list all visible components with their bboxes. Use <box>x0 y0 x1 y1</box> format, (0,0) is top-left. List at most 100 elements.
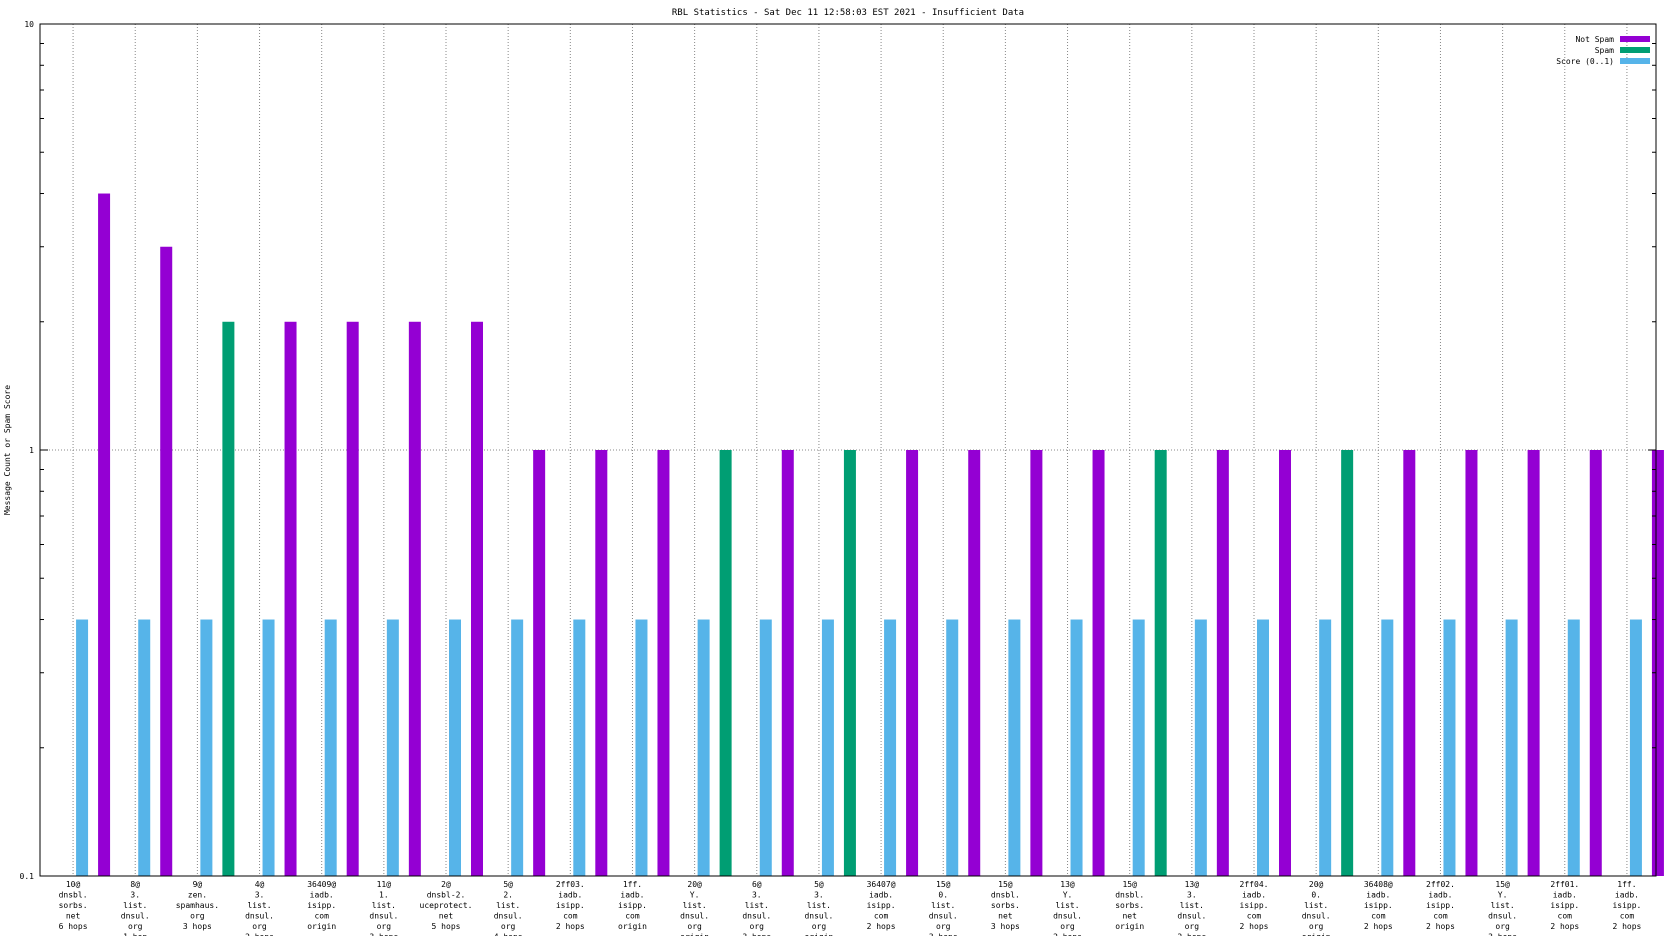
x-tick-label-line: Y. <box>690 891 700 900</box>
x-tick-label-line: Y. <box>1498 891 1508 900</box>
x-tick-label-line: 5 hops <box>432 922 461 931</box>
bar-score <box>262 619 275 876</box>
x-tick-label-line: list. <box>1491 901 1515 910</box>
x-tick-label-line: 1ff. <box>1617 880 1636 889</box>
x-tick-label-line: list. <box>1180 901 1204 910</box>
bar-not-spam <box>533 450 546 876</box>
x-tick-label: 8@ 3.list. dnsul.org 1 hop <box>121 880 150 936</box>
x-tick-label-line: org <box>1309 922 1324 931</box>
bar-score <box>946 619 959 876</box>
bar-not-spam <box>346 321 359 876</box>
x-tick-label-line: dnsul. <box>742 912 771 921</box>
x-tick-label-line: 2ff03. <box>556 880 585 889</box>
x-tick-label-line: iadb. <box>558 891 582 900</box>
y-axis-ticks: 10 1 0.1 <box>20 20 1656 881</box>
x-tick-label-line: list. <box>123 901 147 910</box>
x-tick-label-line: com <box>1558 912 1573 921</box>
x-tick-label-line: isipp. <box>1240 901 1269 910</box>
bar-spam <box>719 450 732 876</box>
bar-score <box>1257 619 1269 876</box>
x-tick-label-line: 36409@ <box>307 880 336 889</box>
bar-spam <box>1341 450 1354 876</box>
x-tick-label-line: org <box>252 922 267 931</box>
x-tick-label-line: list. <box>683 901 707 910</box>
x-tick-label-line: origin <box>680 933 709 936</box>
x-tick-label-line: 6 hops <box>59 922 88 931</box>
x-tick-label: 5@ 2.list. dnsul.org 4 hops <box>494 880 523 936</box>
x-tick-label-line: dnsul. <box>121 912 150 921</box>
x-tick-label-line: org <box>1060 922 1075 931</box>
x-tick-label-line: 2 hops <box>1364 922 1393 931</box>
x-tick-label-line: org <box>687 922 702 931</box>
x-tick-label-line: org <box>936 922 951 931</box>
bar-not-spam <box>160 246 173 876</box>
legend-swatch <box>1620 36 1650 42</box>
x-tick-label-line: 3 hops <box>183 922 212 931</box>
x-tick-label-line: isipp. <box>1426 901 1455 910</box>
bar-score <box>1629 619 1642 876</box>
bar-score <box>573 619 586 876</box>
x-tick-label: 13@ Y.list. dnsul.org 2 hops <box>1053 880 1082 936</box>
x-tick-label: 11@ 1.list. dnsul.org 3 hops <box>369 880 398 936</box>
x-tick-label-line: 2 hops <box>1053 933 1082 936</box>
x-tick-label-line: dnsul. <box>680 912 709 921</box>
bar-score <box>76 619 89 876</box>
x-tick-label-line: 20@ <box>687 880 702 889</box>
bar-score <box>138 619 151 876</box>
bar-not-spam <box>968 450 981 876</box>
x-tick-label-line: Y. <box>1063 891 1073 900</box>
x-tick-label-line: 2 hops <box>1426 922 1455 931</box>
x-tick-label: 2ff02. iadb. isipp. com 2 hops <box>1426 880 1455 931</box>
x-tick-label-line: list. <box>807 901 831 910</box>
bar-score <box>511 619 524 876</box>
x-tick-label-line: isipp. <box>1550 901 1579 910</box>
x-tick-label-line: 3 hops <box>929 933 958 936</box>
x-tick-label-line: 2@ <box>441 880 451 889</box>
x-tick-label-line: list. <box>1304 901 1328 910</box>
x-tick-label-line: 4@ <box>255 880 265 889</box>
x-tick-label-line: 1. <box>379 891 389 900</box>
x-tick-label-line: net <box>439 912 454 921</box>
x-tick-label-line: net <box>66 912 81 921</box>
y-tick-label: 0.1 <box>20 872 35 881</box>
x-tick-label-line: dnsul. <box>804 912 833 921</box>
x-tick-label-line: 0. <box>1311 891 1321 900</box>
x-tick-label-line: org <box>1185 922 1200 931</box>
bar-not-spam <box>1465 450 1478 876</box>
chart-title: RBL Statistics - Sat Dec 11 12:58:03 EST… <box>672 8 1024 18</box>
bar-score <box>1319 619 1332 876</box>
x-tick-label-line: 15@ <box>998 880 1013 889</box>
x-tick-label-line: list. <box>372 901 396 910</box>
x-tick-label: 20@ 0.list. dnsul.org origin <box>1302 880 1331 936</box>
x-tick-label-line: 36408@ <box>1364 880 1393 889</box>
x-tick-label: 36408@ iadb. isipp. com 2 hops <box>1364 880 1393 931</box>
x-tick-label-line: org <box>501 922 516 931</box>
x-tick-label-line: 36407@ <box>867 880 896 889</box>
x-tick-label-line: 2 hops <box>1240 922 1269 931</box>
bar-score <box>697 619 710 876</box>
x-tick-label-line: 3. <box>130 891 140 900</box>
x-tick-label-line: 2ff01. <box>1550 880 1579 889</box>
bar-not-spam <box>408 321 421 876</box>
x-tick-label-line: 2ff04. <box>1240 880 1269 889</box>
x-tick-label-line: net <box>998 912 1013 921</box>
x-tick-label-line: com <box>874 912 889 921</box>
x-tick-label: 1ff. iadb. isipp. com 2 hops <box>1612 880 1641 931</box>
bar-score <box>635 619 648 876</box>
bar-spam <box>222 321 235 876</box>
x-tick-label-line: iadb. <box>1615 891 1639 900</box>
y-tick-label: 1 <box>29 446 34 455</box>
x-tick-label-line: 2ff02. <box>1426 880 1455 889</box>
bar-not-spam <box>1216 450 1229 876</box>
x-tick-label-line: 3 hops <box>369 933 398 936</box>
x-tick-label-line: dnsul. <box>929 912 958 921</box>
legend: Not Spam Spam Score (0..1) <box>1556 35 1650 66</box>
bar-score <box>1567 619 1580 876</box>
x-tick-label-line: dnsbl. <box>1115 891 1144 900</box>
bar-not-spam <box>657 450 670 876</box>
x-tick-label: 6@ 3.list. dnsul.org 3 hops <box>742 880 771 936</box>
x-tick-label-line: 3 hops <box>742 933 771 936</box>
x-tick-label-line: org <box>128 922 143 931</box>
bar-not-spam <box>906 450 919 876</box>
